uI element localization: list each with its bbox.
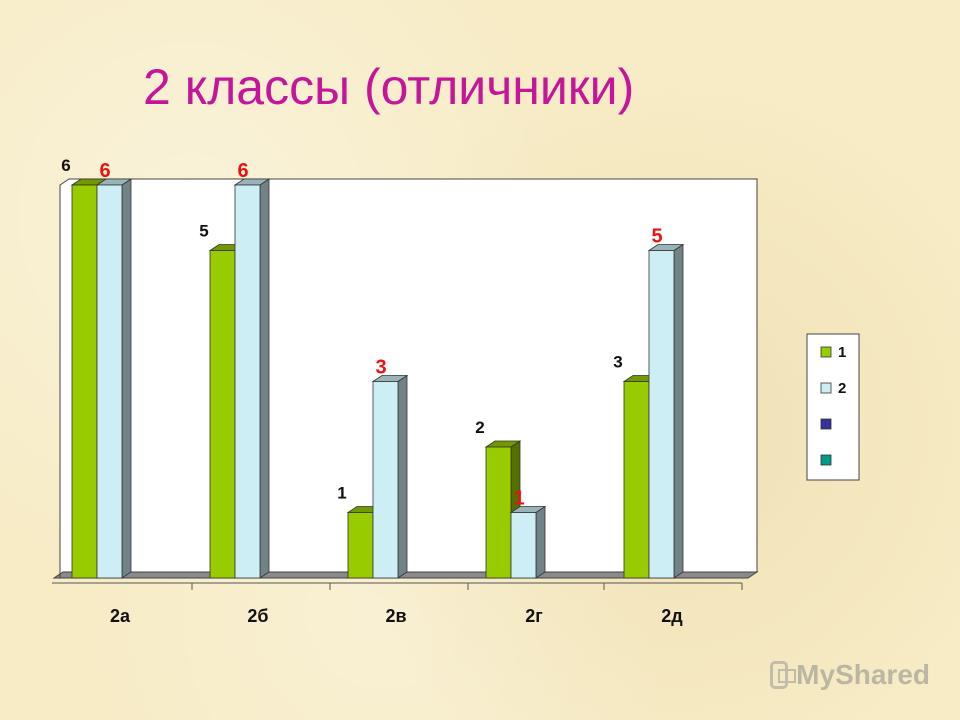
bar-series-1-2б (209, 250, 236, 579)
x-tick-label: 2а (110, 606, 131, 626)
x-tick-label: 2г (525, 606, 543, 626)
bar-side (259, 178, 270, 579)
legend-swatch (820, 382, 832, 394)
bar-series-2-2г (510, 512, 537, 579)
watermark-text: MyShared (796, 659, 930, 690)
bar-series-1-2в (347, 512, 374, 579)
bar-side (535, 505, 546, 579)
bar-series-2-2д (648, 250, 675, 579)
data-label: 1 (513, 488, 524, 510)
data-label: 6 (61, 156, 70, 175)
data-label: 6 (99, 160, 110, 182)
data-label: 2 (475, 418, 484, 437)
bar-series-2-2а (96, 184, 123, 579)
bar-side (121, 178, 132, 579)
bar-series-2-2б (234, 184, 261, 579)
bar-series-1-2д (623, 381, 650, 579)
legend-label: 2 (838, 380, 846, 397)
presentation-icon (770, 661, 797, 689)
bar-series-2-2в (372, 381, 399, 579)
data-label: 5 (651, 226, 662, 248)
watermark: MyShared (770, 655, 930, 695)
legend-label: 1 (838, 344, 846, 361)
bar-side (673, 243, 684, 579)
data-label: 1 (337, 484, 346, 503)
x-tick-label: 2б (247, 606, 268, 626)
data-label: 3 (613, 353, 622, 372)
page-title: 2 классы (отличники) (143, 59, 635, 115)
data-label: 6 (237, 160, 248, 182)
bar-series-1-2г (485, 446, 512, 579)
legend-swatch (820, 418, 832, 430)
data-label: 3 (375, 357, 386, 379)
x-tick-label: 2в (385, 606, 406, 626)
bar-series-1-2а (71, 184, 98, 579)
x-tick-label: 2д (661, 606, 683, 626)
data-label: 5 (199, 222, 208, 241)
legend-swatch (820, 346, 832, 358)
legend-swatch (820, 454, 832, 466)
bar-side (397, 374, 408, 579)
legend-box (806, 333, 860, 481)
